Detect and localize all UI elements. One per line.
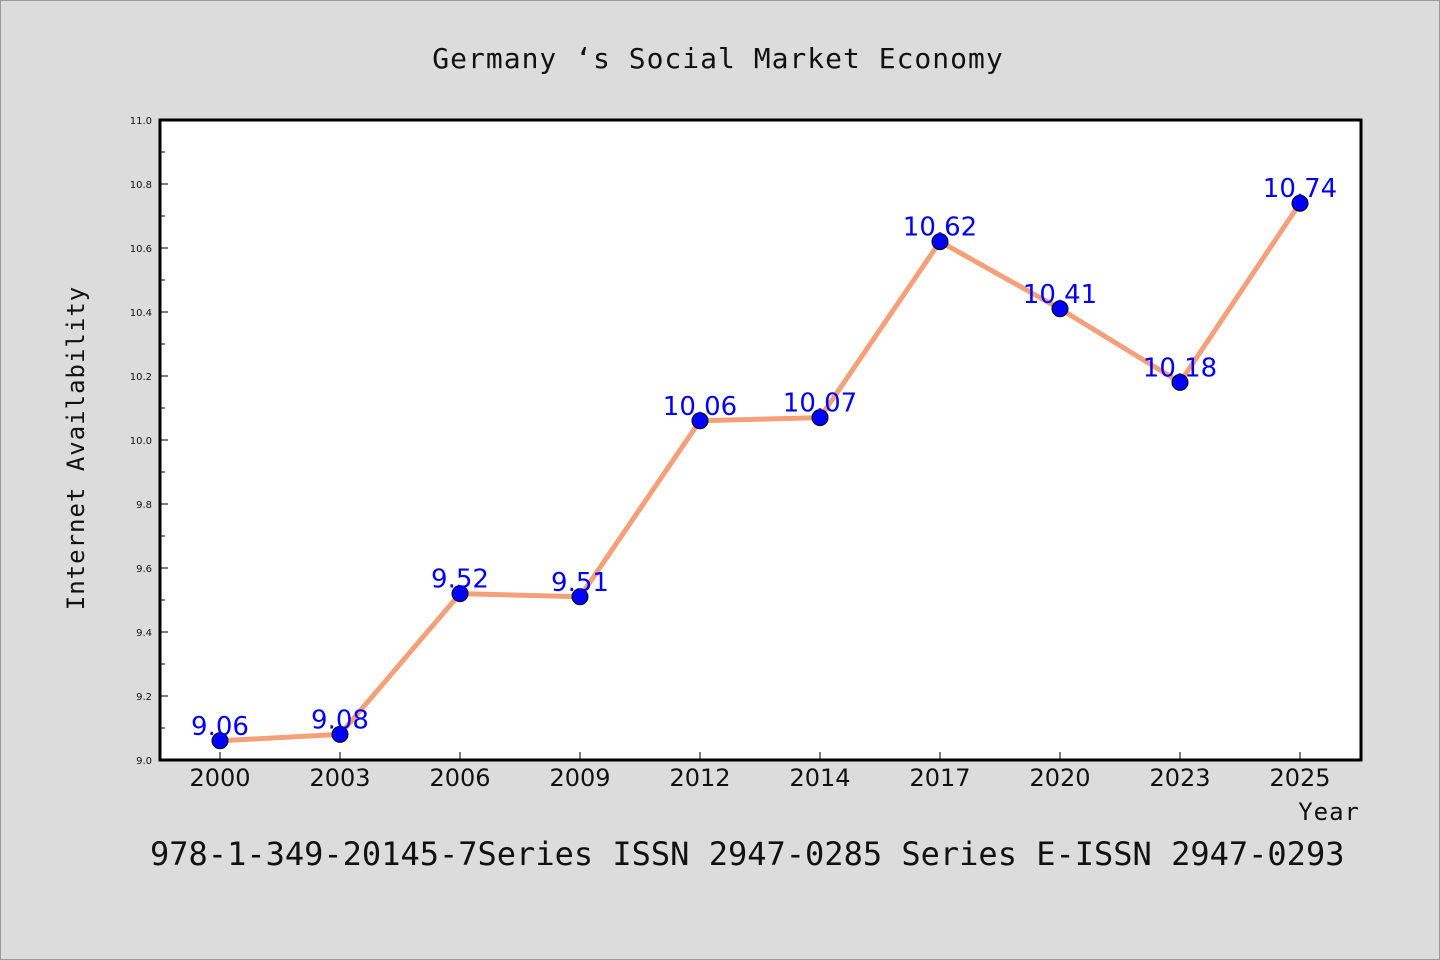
x-tick-label: 2020 [1029, 764, 1090, 792]
x-tick-label: 2009 [549, 764, 610, 792]
footer-identifiers: 978-1-349-20145-7Series ISSN 2947-0285 S… [150, 835, 1344, 873]
y-tick-label: 10.2 [130, 372, 152, 383]
y-tick-label: 10.6 [130, 244, 152, 255]
data-point [571, 588, 589, 606]
x-tick-label: 2023 [1149, 764, 1210, 792]
x-tick-label: 2003 [309, 764, 370, 792]
data-point [331, 725, 349, 743]
data-label: 9.52 [431, 565, 489, 595]
data-label: 10.62 [903, 213, 977, 243]
series-line [217, 200, 1303, 744]
y-tick-label: 9.4 [136, 628, 152, 639]
data-point [1291, 194, 1309, 212]
chart-title: Germany ‘s Social Market Economy [432, 42, 1003, 75]
data-label: 10.41 [1023, 280, 1097, 310]
data-label: 10.18 [1143, 353, 1217, 383]
x-axis: 2000 2003 2006 2009 2012 2014 2017 2020 2023 2025 [189, 752, 1331, 792]
data-label: 9.08 [311, 705, 369, 735]
data-label: 9.06 [191, 712, 249, 742]
data-point [931, 233, 949, 251]
x-tick-label: 2000 [189, 764, 250, 792]
series-group [211, 194, 1309, 750]
data-point [691, 412, 709, 430]
data-point [211, 732, 229, 750]
data-point [1171, 373, 1189, 391]
y-tick-label: 9.8 [136, 500, 152, 511]
data-label: 10.07 [783, 389, 857, 419]
data-point [811, 409, 829, 427]
y-axis-title: Internet Availability [62, 286, 90, 610]
x-tick-label: 2012 [669, 764, 730, 792]
x-axis-title: Year [1298, 798, 1360, 826]
plot-area [158, 118, 1363, 762]
y-tick-label: 9.6 [136, 564, 152, 575]
y-tick-label: 10.4 [130, 308, 152, 319]
y-tick-label: 10.8 [130, 180, 152, 191]
y-tick-label: 9.2 [136, 692, 152, 703]
data-point [1051, 300, 1069, 318]
data-point [451, 585, 469, 603]
x-tick-label: 2014 [789, 764, 850, 792]
y-tick-label: 10.0 [130, 436, 152, 447]
x-tick-label: 2017 [909, 764, 970, 792]
data-label: 10.06 [663, 392, 737, 422]
data-label: 9.51 [551, 568, 609, 598]
data-labels: 9.06 9.08 9.52 9.51 10.06 10.07 10.62 10.41 10.1… [191, 174, 1337, 742]
y-tick-label: 11.0 [130, 116, 152, 127]
y-tick-label: 9.0 [136, 756, 152, 767]
y-axis: 9.0 9.2 9.4 9.6 9.8 10.0 10.2 10.4 10.6 10.8 11.0 [130, 116, 168, 767]
data-label: 10.74 [1263, 174, 1337, 204]
x-tick-label: 2006 [429, 764, 490, 792]
x-tick-label: 2025 [1269, 764, 1330, 792]
